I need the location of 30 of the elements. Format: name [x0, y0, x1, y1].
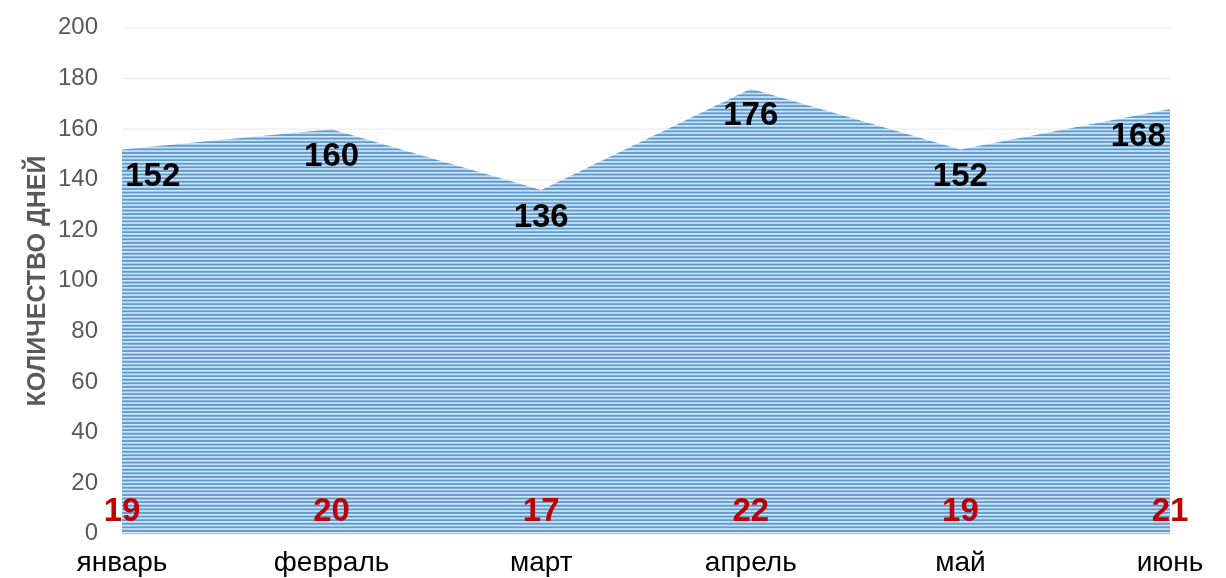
- x-tick-label: июнь: [1136, 546, 1204, 577]
- y-tick-label: 60: [71, 366, 98, 394]
- text: 19: [103, 490, 141, 528]
- data-label: 152: [932, 156, 988, 194]
- y-tick-label: 140: [57, 164, 98, 192]
- x-tick-label: январь: [76, 546, 168, 577]
- text: 21: [1151, 490, 1189, 528]
- x-tick-label: май: [935, 546, 986, 577]
- y-tick-label: 80: [71, 315, 98, 343]
- y-tick-label: 200: [57, 12, 98, 40]
- y-tick-label: 40: [71, 417, 98, 445]
- text: 22: [732, 490, 770, 528]
- y-tick-label: 0: [84, 518, 98, 546]
- data-label: 160: [304, 135, 360, 173]
- text: 17: [522, 490, 560, 528]
- text: 20: [313, 490, 350, 528]
- data-label: 152: [125, 156, 181, 194]
- data-label: 168: [1110, 115, 1166, 153]
- x-tick-label: март: [509, 546, 573, 577]
- y-tick-label: 120: [57, 214, 98, 242]
- x-tick-label: февраль: [273, 546, 390, 577]
- x-tick-label: апрель: [704, 546, 797, 577]
- y-tick-label: 20: [71, 467, 98, 495]
- data-label: 176: [723, 95, 779, 133]
- y-tick-label: 180: [57, 62, 98, 90]
- y-tick-label: 100: [57, 265, 98, 293]
- text: 19: [942, 490, 979, 528]
- data-label: 136: [513, 196, 569, 234]
- y-tick-label: 160: [57, 113, 98, 141]
- y-axis-title: КОЛИЧЕСТВО ДНЕЙ: [20, 155, 50, 407]
